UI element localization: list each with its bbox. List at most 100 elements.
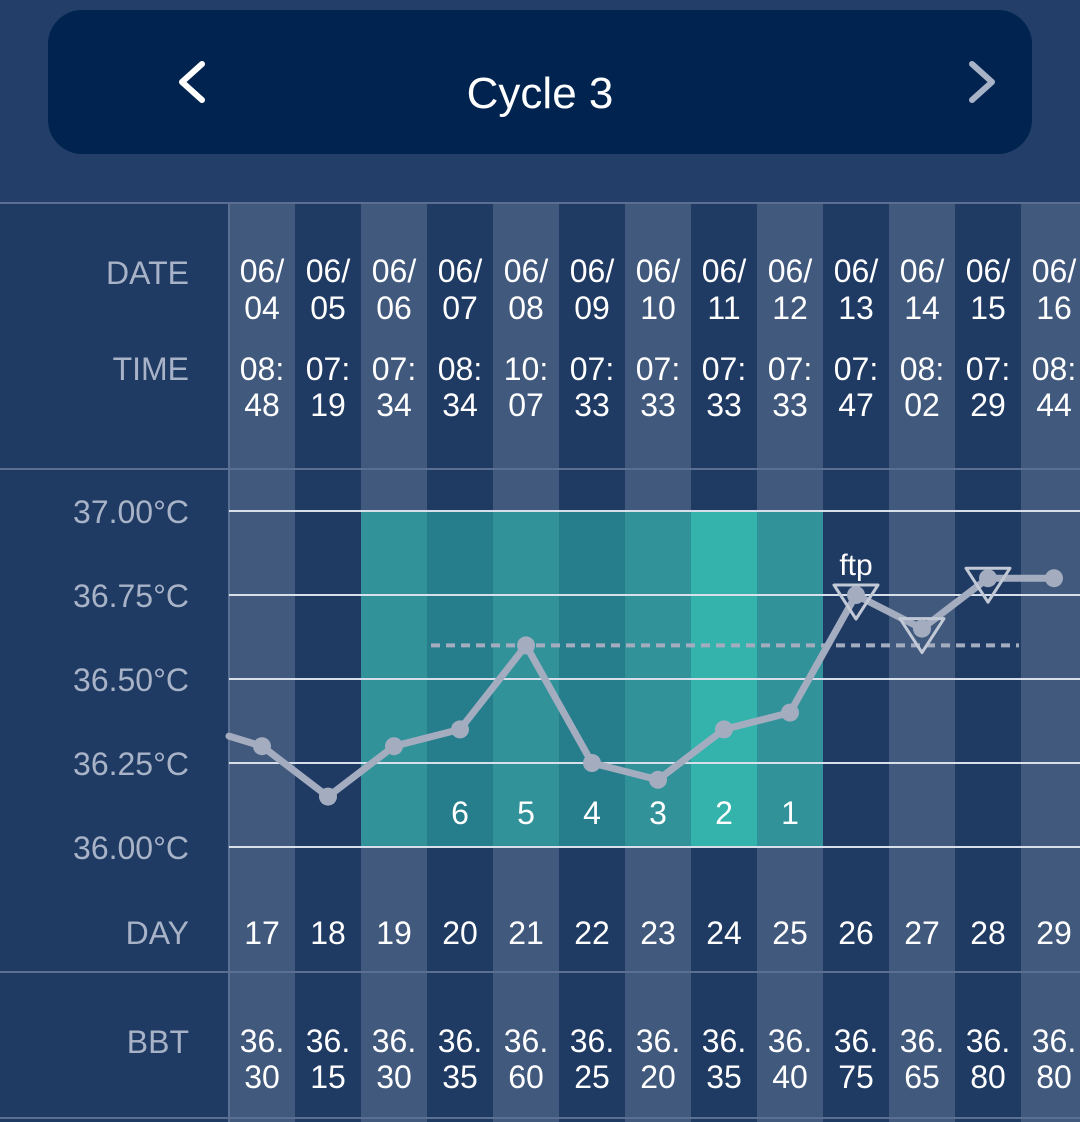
date-label: 06/ [702, 253, 747, 289]
day-label: 29 [1036, 915, 1072, 951]
label-panel [0, 203, 229, 1122]
date-label: 10 [640, 290, 676, 326]
date-label: 12 [772, 290, 808, 326]
y-tick-label: 36.50°C [73, 662, 189, 698]
time-label: 07: [636, 351, 680, 387]
bbt-value-label: 36. [768, 1023, 812, 1059]
bbt-value-label: 35 [706, 1059, 742, 1095]
time-label: 47 [838, 387, 874, 423]
day-column [955, 203, 1021, 1122]
date-label: 06/ [636, 253, 681, 289]
bbt-value-label: 25 [574, 1059, 610, 1095]
day-column [295, 203, 361, 1122]
fertile-countdown-label: 3 [649, 795, 667, 831]
day-label: 23 [640, 915, 676, 951]
time-label: 33 [640, 387, 676, 423]
date-label: 09 [574, 290, 610, 326]
y-tick-label: 36.75°C [73, 578, 189, 614]
date-row-label: DATE [106, 255, 189, 291]
date-label: 06/ [372, 253, 417, 289]
date-label: 06/ [834, 253, 879, 289]
day-row-label: DAY [126, 915, 189, 951]
date-label: 05 [310, 290, 346, 326]
time-label: 08: [240, 351, 284, 387]
bbt-point [847, 586, 865, 604]
bbt-point [517, 636, 535, 655]
time-label: 07 [508, 387, 544, 423]
bbt-value-label: 60 [508, 1059, 544, 1095]
bbt-point [781, 703, 799, 722]
time-label: 02 [904, 387, 940, 423]
time-row-label: TIME [113, 351, 189, 387]
date-label: 04 [244, 290, 280, 326]
date-label: 15 [970, 290, 1006, 326]
prev-cycle-button[interactable] [168, 60, 212, 104]
bbt-point [913, 619, 931, 638]
time-label: 34 [442, 387, 478, 423]
cycle-title: Cycle 3 [466, 69, 614, 118]
time-label: 07: [834, 351, 878, 387]
time-label: 10: [504, 351, 548, 387]
bbt-value-label: 35 [442, 1059, 478, 1095]
day-column [1021, 203, 1080, 1122]
bbt-value-label: 36. [702, 1023, 746, 1059]
high-temp-marker-icon [964, 566, 1012, 604]
bbt-point [715, 720, 733, 739]
date-label: 07 [442, 290, 478, 326]
day-label: 28 [970, 915, 1006, 951]
time-label: 44 [1036, 387, 1072, 423]
bbt-point [451, 720, 469, 739]
bbt-value-label: 30 [244, 1059, 280, 1095]
y-tick-label: 37.00°C [73, 494, 189, 530]
date-label: 06/ [966, 253, 1011, 289]
bbt-value-label: 80 [970, 1059, 1006, 1095]
y-tick-label: 36.00°C [73, 830, 189, 866]
time-label: 07: [966, 351, 1010, 387]
time-label: 07: [372, 351, 416, 387]
bbt-value-label: 40 [772, 1059, 808, 1095]
y-tick-label: 36.25°C [73, 746, 189, 782]
time-label: 33 [574, 387, 610, 423]
time-label: 07: [570, 351, 614, 387]
bbt-point [319, 787, 337, 806]
date-label: 06/ [1032, 253, 1077, 289]
bbt-point [649, 770, 667, 789]
bbt-value-label: 36. [240, 1023, 284, 1059]
date-label: 08 [508, 290, 544, 326]
time-label: 07: [702, 351, 746, 387]
time-label: 08: [438, 351, 482, 387]
fertile-countdown-label: 4 [583, 795, 601, 831]
bbt-value-label: 36. [1032, 1023, 1076, 1059]
bbt-value-label: 36. [570, 1023, 614, 1059]
fertile-countdown-label: 1 [781, 795, 799, 831]
bbt-value-label: 36. [966, 1023, 1010, 1059]
date-label: 06/ [306, 253, 351, 289]
fertile-countdown-label: 5 [517, 795, 535, 831]
time-label: 08: [900, 351, 944, 387]
chevron-left-icon [179, 61, 205, 103]
date-label: 14 [904, 290, 940, 326]
date-label: 06/ [504, 253, 549, 289]
bbt-value-label: 36. [504, 1023, 548, 1059]
bbt-point [583, 754, 601, 772]
bbt-value-label: 20 [640, 1059, 676, 1095]
cycle-header: Cycle 3 [48, 10, 1032, 154]
day-label: 18 [310, 915, 346, 951]
ftp-label: ftp [839, 549, 872, 582]
bbt-series-line [225, 574, 1058, 801]
time-label: 07: [768, 351, 812, 387]
bbt-point [385, 737, 403, 756]
fertile-countdown-label: 6 [451, 795, 469, 831]
day-label: 20 [442, 915, 478, 951]
bbt-value-label: 75 [838, 1059, 874, 1095]
chevron-right-icon [969, 61, 995, 103]
bbt-value-label: 15 [310, 1059, 346, 1095]
day-label: 26 [838, 915, 874, 951]
bbt-row-label: BBT [127, 1024, 189, 1060]
date-label: 06/ [438, 253, 483, 289]
day-label: 19 [376, 915, 412, 951]
bbt-value-label: 36. [900, 1023, 944, 1059]
time-label: 34 [376, 387, 412, 423]
next-cycle-button[interactable] [962, 60, 1006, 104]
